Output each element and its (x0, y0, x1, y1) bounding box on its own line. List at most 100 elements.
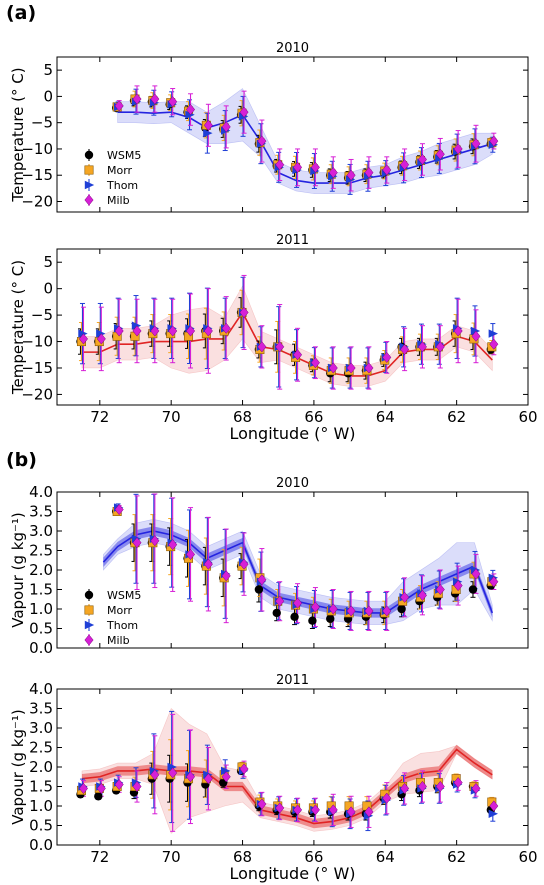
marker-milb (346, 362, 356, 374)
marker-milb (400, 343, 410, 356)
legend-marker-morr (84, 605, 94, 615)
obs-inner-band (81, 744, 493, 829)
y-tick-label: 0 (43, 87, 53, 105)
marker-wsm5 (326, 614, 335, 623)
marker-milb (203, 558, 213, 570)
marker-milb (310, 804, 320, 816)
legend-marker-wsm5 (84, 590, 94, 600)
marker-milb (293, 804, 303, 816)
marker-milb (114, 325, 124, 337)
y-tick-label: −5 (31, 114, 53, 132)
marker-wsm5 (308, 616, 317, 625)
y-tick-label: 2.5 (29, 739, 53, 757)
x-tick-label: 64 (376, 408, 395, 426)
marker-milb (310, 601, 320, 613)
legend-marker-wsm5 (84, 150, 94, 160)
legend-label: Thom (106, 619, 138, 632)
y-tick-label: −10 (21, 333, 53, 351)
legend-label: Morr (107, 604, 133, 617)
y-axis-label: Temperature (° C) (9, 260, 27, 395)
x-tick-label: 72 (90, 848, 109, 866)
chart-title: 2010 (276, 41, 309, 56)
y-tick-label: 4.0 (29, 483, 53, 501)
marker-milb (203, 119, 213, 131)
marker-thom (131, 321, 142, 330)
marker-milb (114, 503, 124, 516)
legend-item-milb: Milb (84, 634, 130, 647)
y-tick-label: 0.0 (29, 639, 53, 657)
y-tick-label: 5 (43, 61, 53, 79)
chart-title: 2011 (276, 673, 309, 688)
marker-milb (453, 777, 463, 789)
marker-milb (150, 769, 160, 781)
marker-thom (167, 762, 177, 772)
marker-milb (364, 362, 374, 374)
marker-milb (132, 537, 142, 549)
marker-milb (221, 121, 231, 133)
marker-thom (488, 809, 499, 818)
marker-milb (150, 93, 160, 105)
marker-milb (168, 96, 178, 108)
y-tick-label: −5 (31, 306, 53, 324)
y-tick-label: 3.0 (29, 522, 53, 540)
legend-label: Morr (107, 164, 133, 177)
marker-milb (328, 603, 338, 615)
marker-milb (471, 330, 481, 342)
y-tick-label: −10 (21, 140, 53, 158)
marker-milb (293, 349, 303, 361)
marker-milb (435, 583, 445, 596)
marker-milb (489, 800, 499, 812)
marker-wsm5 (272, 608, 281, 618)
marker-milb (364, 166, 374, 179)
y-tick-label: 1.0 (29, 797, 53, 815)
obs-spread-band (81, 285, 493, 387)
marker-thom (96, 329, 106, 338)
chart-panel-4: 2011 4.0 3.53.0 2.52.0 1.51.0 0.50.0 72 70 68 66 6… (9, 673, 538, 883)
marker-milb (257, 341, 267, 353)
marker-milb (275, 595, 285, 607)
y-tick-label: 0 (43, 280, 53, 298)
marker-milb (489, 135, 499, 147)
marker-milb (328, 804, 338, 816)
marker-thom (185, 110, 195, 119)
y-tick-label: 3.0 (29, 719, 53, 737)
y-tick-label: 4.0 (29, 680, 53, 698)
y-tick-label: 1.0 (29, 600, 53, 618)
legend-label: WSM5 (107, 149, 141, 162)
legend-marker-morr (84, 165, 94, 175)
marker-milb (417, 589, 427, 601)
legend-label: WSM5 (107, 589, 141, 602)
plot-area (111, 85, 499, 195)
obs-line (117, 111, 493, 184)
legend-label: Thom (106, 179, 138, 192)
marker-milb (132, 780, 142, 793)
x-tick-label: 60 (518, 408, 537, 426)
x-tick-label: 66 (304, 848, 323, 866)
x-tick-label: 66 (304, 408, 323, 426)
marker-milb (400, 159, 410, 171)
legend: WSM5 Morr Thom Milb (84, 589, 141, 647)
marker-milb (239, 763, 249, 775)
legend-item-wsm5: WSM5 (84, 589, 141, 602)
y-tick-label: 1.5 (29, 581, 53, 599)
marker-milb (186, 103, 196, 116)
marker-milb (114, 778, 124, 791)
marker-wsm5 (397, 604, 406, 614)
marker-milb (257, 798, 267, 810)
marker-milb (435, 341, 445, 353)
axes-frame (56, 248, 529, 406)
marker-milb (150, 535, 160, 547)
y-axis-label: Vapour (g kg⁻¹) (9, 709, 27, 825)
marker-milb (382, 164, 392, 176)
x-tick-label: 62 (447, 848, 466, 866)
x-tick-label: 70 (162, 848, 181, 866)
marker-milb (346, 169, 356, 181)
plot-area (102, 493, 499, 631)
marker-milb (96, 333, 106, 345)
marker-milb (78, 782, 88, 795)
panel-label-b: (b) (6, 449, 37, 471)
marker-milb (471, 138, 481, 150)
y-tick-label: −15 (21, 359, 53, 377)
marker-milb (489, 338, 499, 350)
